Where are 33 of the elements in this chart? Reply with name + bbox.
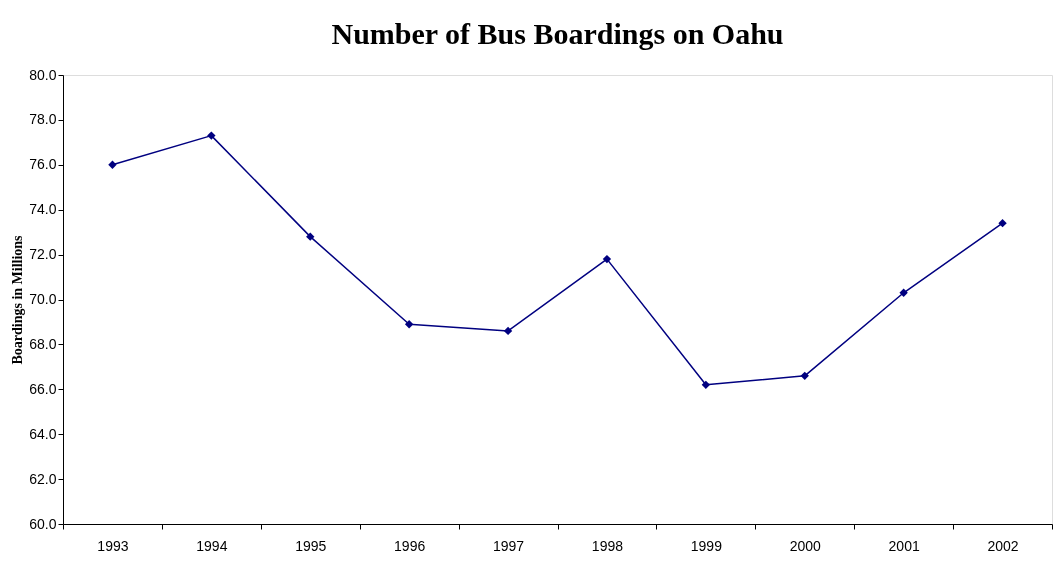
- point: [108, 160, 117, 169]
- x-tick-label: 1995: [295, 537, 327, 554]
- point: [602, 254, 612, 264]
- y-tick-label: 80.0: [29, 66, 57, 83]
- y-tick-label: 60.0: [29, 515, 57, 532]
- point: [998, 218, 1007, 228]
- y-axis-title: Boardings in Millions: [10, 234, 26, 365]
- y-tick-label: 72.0: [29, 246, 57, 263]
- x-tick-label: 1997: [492, 537, 525, 554]
- y-tick-label: 62.0: [29, 470, 57, 487]
- y-tick-label: 66.0: [29, 380, 57, 397]
- x-tick-label: 1993: [97, 537, 129, 554]
- y-tick-label: 64.0: [29, 425, 57, 442]
- point: [207, 131, 216, 140]
- x-tick-label: 1999: [690, 537, 723, 554]
- y-tick-label: 70.0: [29, 291, 57, 307]
- point: [306, 232, 315, 241]
- y-tick-label: 76.0: [29, 156, 57, 173]
- x-tick-label: 2001: [888, 537, 920, 554]
- x-tick-label: 1998: [591, 537, 624, 554]
- point: [404, 320, 414, 329]
- point: [800, 371, 809, 381]
- y-tick-label: 68.0: [29, 335, 57, 352]
- x-tick-label: 2002: [987, 537, 1019, 554]
- x-tick-label: 1996: [394, 537, 426, 554]
- y-tick-label: 74.0: [29, 201, 57, 218]
- x-tick-label: 1994: [196, 537, 228, 554]
- point: [503, 326, 513, 336]
- point: [701, 380, 711, 389]
- x-tick-label: 2000: [789, 537, 822, 554]
- y-tick-label: 78.0: [29, 111, 57, 128]
- chart-title: Number of Bus Boardings on Oahu: [331, 17, 784, 50]
- point: [899, 288, 908, 297]
